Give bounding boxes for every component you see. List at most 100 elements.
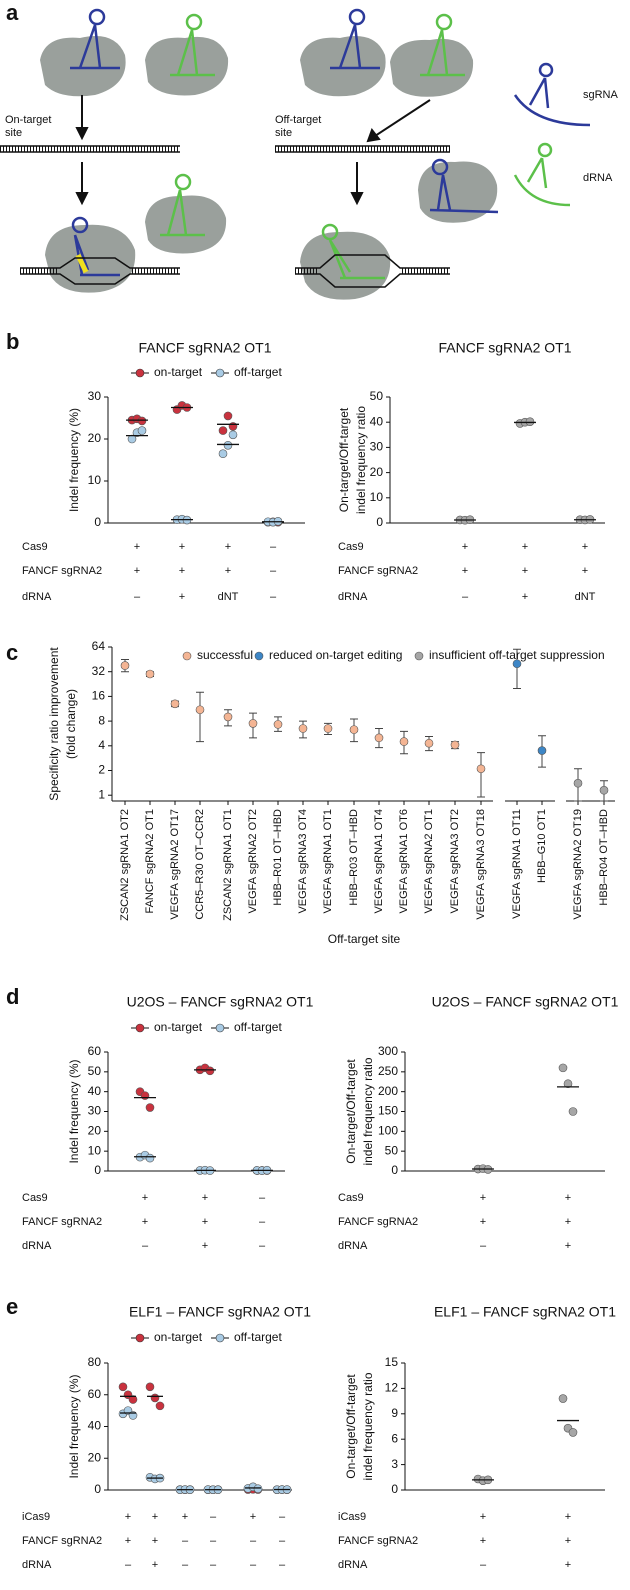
condition-value: – [480, 1559, 487, 1571]
drna [328, 239, 385, 280]
legend-label: reduced on-target editing [269, 648, 402, 662]
point [512, 659, 522, 669]
legend-marker [135, 368, 145, 378]
legend-label: on-target [154, 1020, 203, 1034]
x-tick-label: VEGFA sgRNA2 OT2 [247, 809, 259, 914]
point [218, 426, 228, 435]
y-tick-label: 1 [98, 787, 105, 801]
legend-marker [135, 1333, 145, 1343]
site-label: site [5, 127, 22, 139]
point [253, 1484, 263, 1494]
arrows [75, 95, 431, 206]
y-axis-label: indel frequency ratio [361, 1372, 375, 1480]
point [140, 1091, 150, 1100]
chart-title: ELF1 – FANCF sgRNA2 OT1 [129, 1304, 311, 1320]
condition-value: + [202, 1240, 208, 1252]
condition-name: dRNA [22, 1240, 52, 1252]
condition-value: – [182, 1535, 189, 1547]
x-tick-label: VEGFA sgRNA2 OT17 [169, 809, 181, 920]
condition-name: dRNA [338, 591, 368, 603]
point [273, 720, 283, 729]
cas9 [145, 36, 229, 96]
point [137, 426, 147, 435]
condition-name: FANCF sgRNA2 [22, 1535, 102, 1547]
x-tick-label: HBB–R04 OT–HBD [598, 809, 610, 906]
y-tick-label: 20 [88, 1124, 102, 1138]
y-tick-label: 10 [88, 1143, 102, 1157]
condition-value: + [225, 565, 231, 577]
condition-value: dNT [575, 591, 596, 603]
condition-name: iCas9 [22, 1511, 50, 1523]
point [145, 1103, 155, 1112]
sgrna-loop [71, 216, 89, 234]
condition-value: – [250, 1559, 257, 1571]
sgrna [330, 24, 380, 70]
drna-loop [185, 13, 203, 31]
point [223, 411, 233, 421]
sgrna-loop [431, 158, 449, 176]
condition-value: – [462, 591, 469, 603]
x-tick-label: HBB–R01 OT–HBD [272, 809, 284, 906]
condition-value: – [270, 541, 277, 553]
condition-name: FANCF sgRNA2 [338, 1535, 418, 1547]
y-tick-label: 6 [391, 1431, 398, 1445]
site-label: site [275, 127, 292, 139]
sgrna [70, 24, 120, 70]
y-axis-label: Indel frequency (%) [67, 408, 81, 512]
condition-value: + [522, 541, 528, 553]
legend-marker [254, 651, 264, 661]
condition-value: + [152, 1559, 158, 1571]
y-tick-label: 30 [370, 440, 384, 454]
condition-value: + [522, 565, 528, 577]
chart-title: U2OS – FANCF sgRNA2 OT1 [432, 994, 619, 1010]
site-label: On-target [5, 114, 51, 126]
arrowhead [350, 192, 364, 206]
point [525, 417, 535, 426]
point [228, 430, 238, 440]
condition-name: FANCF sgRNA2 [338, 1216, 418, 1228]
condition-value: + [250, 1511, 256, 1523]
y-tick-label: 32 [92, 664, 106, 678]
arrow [374, 99, 431, 137]
condition-value: – [134, 591, 141, 603]
cas9 [418, 161, 498, 223]
condition-value: – [210, 1511, 217, 1523]
x-tick-label: VEGFA sgRNA1 OT4 [373, 809, 385, 914]
condition-value: + [202, 1216, 208, 1228]
y-tick-label: 0 [94, 1482, 101, 1496]
sgrna-loop [538, 62, 554, 78]
y-tick-label: 50 [88, 1064, 102, 1078]
x-tick-label: VEGFA sgRNA1 OT11 [511, 809, 523, 919]
condition-name: FANCF sgRNA2 [22, 1216, 102, 1228]
x-tick-label: VEGFA sgRNA2 OT19 [572, 809, 584, 920]
sgrna [513, 77, 591, 127]
condition-value: – [142, 1240, 149, 1252]
rna-label: dRNA [583, 172, 613, 184]
condition-name: dRNA [22, 591, 52, 603]
cas9 [40, 36, 126, 97]
point [205, 1066, 215, 1076]
panel-label: e [6, 1294, 18, 1319]
condition-value: + [225, 541, 231, 553]
y-tick-label: 10 [88, 473, 102, 487]
condition-value: + [565, 1511, 571, 1523]
drna [160, 189, 205, 237]
error-bar [477, 752, 485, 798]
x-tick-label: HBB–R03 OT–HBD [348, 809, 360, 906]
point [573, 778, 583, 788]
legend-label: successful [197, 648, 253, 662]
condition-value: + [565, 1559, 571, 1571]
point [323, 724, 333, 733]
point [476, 764, 486, 774]
condition-value: + [480, 1216, 486, 1228]
condition-value: + [134, 541, 140, 553]
y-tick-label: 20 [88, 431, 102, 445]
point [349, 725, 359, 734]
condition-value: + [179, 591, 185, 603]
y-axis-label: On-target/Off-target [337, 407, 351, 512]
panel-label: a [6, 0, 19, 25]
dna-open [295, 254, 450, 288]
condition-value: dNT [218, 591, 239, 603]
condition-value: + [142, 1216, 148, 1228]
